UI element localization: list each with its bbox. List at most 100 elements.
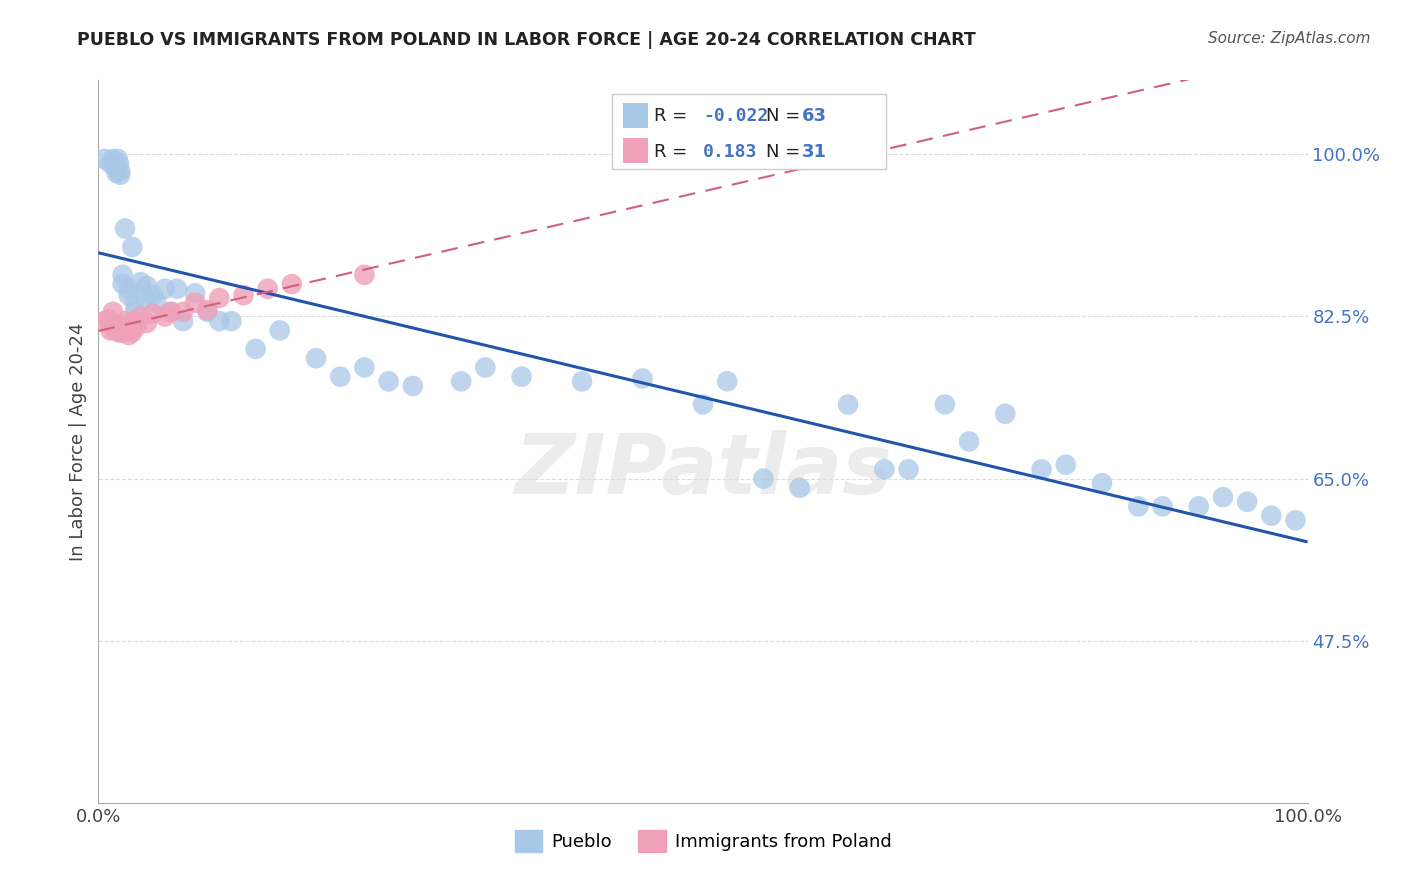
Point — [108, 325, 131, 339]
Point — [104, 323, 127, 337]
Point — [256, 282, 278, 296]
Point — [134, 291, 156, 305]
Point — [107, 152, 129, 166]
Point — [100, 156, 122, 170]
Point — [142, 288, 165, 302]
Point — [135, 316, 157, 330]
Text: 0.183: 0.183 — [703, 143, 758, 161]
Point — [153, 310, 176, 324]
Point — [281, 277, 304, 291]
Point — [377, 375, 399, 389]
Legend: Pueblo, Immigrants from Poland: Pueblo, Immigrants from Poland — [508, 822, 898, 859]
Text: -0.022: -0.022 — [703, 107, 768, 125]
Point — [111, 318, 134, 333]
Point — [153, 282, 176, 296]
Point — [111, 277, 134, 291]
Point — [111, 268, 134, 282]
Point — [232, 288, 254, 302]
Point — [716, 375, 738, 389]
Point — [510, 369, 533, 384]
Point — [114, 314, 136, 328]
Point — [124, 295, 146, 310]
Point — [1091, 476, 1114, 491]
Point — [118, 288, 141, 302]
Point — [160, 305, 183, 319]
Point — [105, 166, 128, 180]
Point — [127, 318, 149, 333]
Point — [1284, 513, 1306, 527]
Point — [108, 164, 131, 178]
Point — [172, 314, 194, 328]
Point — [111, 325, 134, 339]
Point — [118, 282, 141, 296]
Point — [245, 342, 267, 356]
Point — [353, 268, 375, 282]
Point — [1236, 494, 1258, 508]
Point — [789, 481, 811, 495]
Text: N =: N = — [766, 107, 800, 125]
Point — [957, 434, 980, 449]
Point — [221, 314, 243, 328]
Point — [172, 305, 194, 319]
Point — [195, 305, 218, 319]
Point — [100, 316, 122, 330]
Point — [1054, 458, 1077, 472]
Point — [752, 472, 775, 486]
Point — [103, 159, 125, 173]
Text: 63: 63 — [801, 107, 827, 125]
Point — [108, 156, 131, 170]
Point — [1212, 490, 1234, 504]
Point — [97, 312, 120, 326]
Point — [118, 321, 141, 335]
Y-axis label: In Labor Force | Age 20-24: In Labor Force | Age 20-24 — [69, 322, 87, 561]
Point — [208, 291, 231, 305]
Point — [184, 286, 207, 301]
Point — [124, 305, 146, 319]
Point — [108, 325, 131, 339]
Point — [107, 323, 129, 337]
Point — [105, 161, 128, 176]
Point — [166, 282, 188, 296]
Point — [1031, 462, 1053, 476]
Point — [101, 152, 124, 166]
Point — [873, 462, 896, 476]
Point — [93, 152, 115, 166]
Point — [353, 360, 375, 375]
Text: 31: 31 — [801, 143, 827, 161]
Point — [93, 314, 115, 328]
Point — [118, 328, 141, 343]
Point — [1152, 500, 1174, 514]
Text: R =: R = — [654, 143, 688, 161]
Point — [269, 323, 291, 337]
Text: ZIPatlas: ZIPatlas — [515, 430, 891, 511]
Text: N =: N = — [766, 143, 800, 161]
Point — [129, 275, 152, 289]
Point — [402, 379, 425, 393]
Point — [129, 310, 152, 324]
Point — [305, 351, 328, 366]
Point — [108, 168, 131, 182]
Point — [897, 462, 920, 476]
Point — [329, 369, 352, 384]
Point — [934, 397, 956, 411]
Point — [108, 321, 131, 335]
Point — [1260, 508, 1282, 523]
Point — [1188, 500, 1211, 514]
Point — [160, 305, 183, 319]
Point — [114, 221, 136, 235]
Point — [837, 397, 859, 411]
Point — [135, 279, 157, 293]
Point — [994, 407, 1017, 421]
Point — [474, 360, 496, 375]
Point — [1128, 500, 1150, 514]
Point — [184, 295, 207, 310]
Point — [195, 303, 218, 318]
Text: R =: R = — [654, 107, 688, 125]
Point — [121, 240, 143, 254]
Point — [124, 314, 146, 328]
Point — [571, 375, 593, 389]
Text: PUEBLO VS IMMIGRANTS FROM POLAND IN LABOR FORCE | AGE 20-24 CORRELATION CHART: PUEBLO VS IMMIGRANTS FROM POLAND IN LABO… — [77, 31, 976, 49]
Text: Source: ZipAtlas.com: Source: ZipAtlas.com — [1208, 31, 1371, 46]
Point — [121, 325, 143, 339]
Point — [692, 397, 714, 411]
